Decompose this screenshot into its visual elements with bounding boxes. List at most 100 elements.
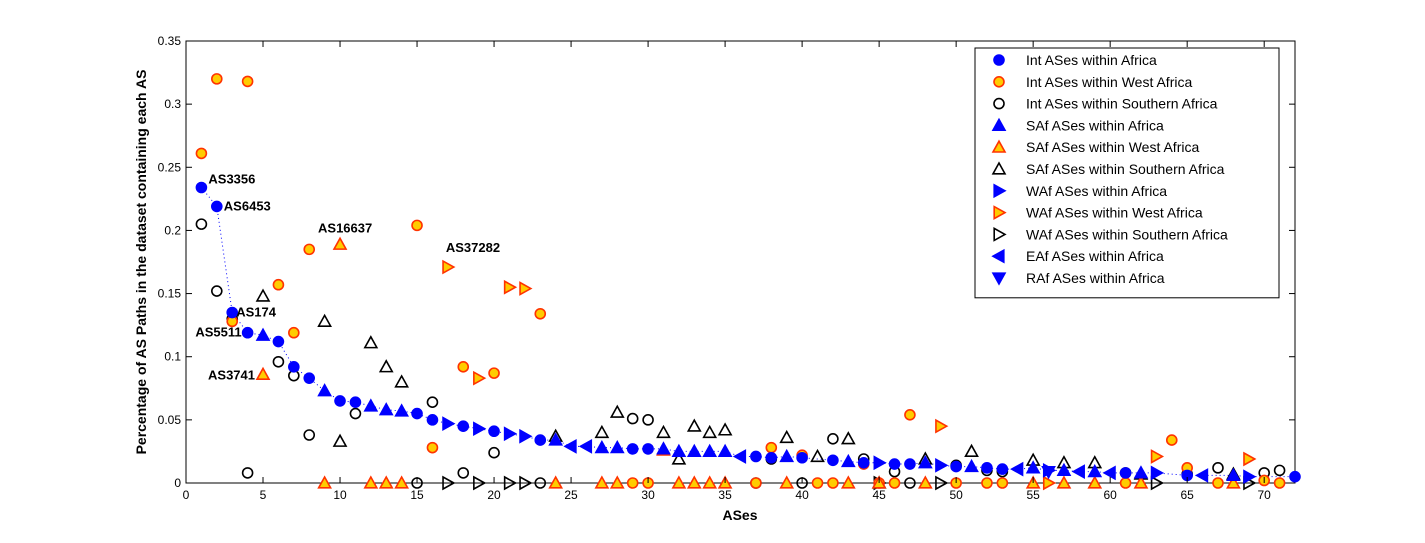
data-point-s8-0: [442, 475, 456, 491]
data-point-s5-11: [686, 418, 702, 432]
legend-entry: SAf ASes within West Africa: [1026, 139, 1199, 155]
data-point-s3-19: [1087, 463, 1103, 478]
y-tick-label: 0.25: [158, 160, 182, 174]
legend-marker: [991, 117, 1007, 131]
x-tick-label: 10: [333, 488, 347, 502]
x-tick-label: 45: [872, 488, 886, 502]
data-point-s6-2: [503, 426, 518, 442]
data-point-s6-0: [442, 416, 456, 432]
annotation-label: AS5511: [195, 325, 241, 340]
data-point-s6-7: [1150, 465, 1165, 481]
x-tick-label: 40: [795, 488, 809, 502]
data-point-s0-8: [349, 396, 362, 408]
data-point-s0-10: [426, 414, 439, 426]
legend-entry: Int ASes within Africa: [1026, 52, 1157, 68]
data-point-s2-9: [426, 396, 439, 408]
data-point-s2-18: [827, 432, 839, 445]
y-tick-label: 0.2: [164, 223, 181, 237]
data-point-s0-18: [796, 451, 808, 464]
data-point-s1-3: [241, 75, 254, 88]
data-point-s2-10: [457, 467, 470, 479]
data-point-s0-19: [827, 454, 839, 467]
data-point-s4-3: [363, 475, 379, 489]
x-tick-label: 60: [1103, 488, 1117, 502]
legend-box: [974, 47, 1280, 299]
data-point-s1-24: [981, 477, 993, 489]
data-point-s3-2: [363, 398, 379, 412]
annotation-layer: AS3356 AS6453 AS16637 AS37282 AS174 AS5511 AS3…: [195, 171, 500, 382]
data-point-s0-12: [488, 425, 500, 438]
x-tick-label: 20: [487, 488, 501, 502]
data-point-s9-4: [1071, 464, 1085, 479]
annotation-label: AS6453: [224, 198, 271, 213]
data-point-s6-1: [473, 421, 487, 437]
data-point-s3-12: [717, 443, 733, 458]
x-tick-label: 35: [718, 488, 732, 502]
data-point-s5-16: [840, 431, 856, 445]
data-point-s4-17: [917, 475, 933, 489]
legend-marker: [993, 54, 1005, 66]
data-point-s0-17: [765, 451, 778, 464]
data-point-s2-21: [904, 477, 916, 489]
x-tick-label: 15: [410, 488, 424, 502]
data-point-s0-14: [626, 443, 639, 455]
data-point-s7-5: [1042, 475, 1057, 491]
data-point-s8-2: [503, 475, 518, 491]
x-tick-label: 5: [260, 488, 267, 502]
data-point-s1-8: [426, 441, 439, 454]
legend-entry: WAf ASes within Africa: [1026, 183, 1167, 199]
data-point-s0-11: [457, 420, 470, 432]
data-point-s4-8: [609, 475, 625, 489]
data-point-s3-21: [1226, 467, 1241, 482]
data-point-s9-6: [1194, 468, 1209, 483]
data-point-s4-4: [378, 475, 394, 489]
data-point-s5-3: [363, 335, 379, 349]
data-point-s1-26: [1119, 477, 1132, 489]
data-point-s7-0: [442, 259, 456, 275]
y-tick-label: 0.3: [164, 97, 181, 111]
data-point-s2-1: [211, 285, 223, 297]
data-point-s8-3: [519, 475, 533, 491]
data-point-s3-11: [702, 443, 718, 458]
data-point-s0-20: [857, 456, 870, 469]
annotation-label: AS3356: [208, 171, 255, 186]
data-point-s1-4: [272, 278, 285, 291]
data-point-s2-4: [272, 355, 285, 368]
data-point-s4-15: [840, 475, 856, 489]
data-point-s1-21: [888, 477, 901, 489]
data-point-s1-9: [457, 361, 470, 373]
data-point-s4-5: [394, 475, 409, 489]
legend-entry: SAf ASes within Southern Africa: [1026, 161, 1225, 177]
data-point-s2-7: [349, 407, 362, 420]
legend-marker: [991, 272, 1007, 286]
data-point-s4-19: [1056, 475, 1072, 489]
data-point-s0-2: [226, 306, 239, 319]
data-point-s10-0: [1041, 466, 1056, 480]
data-point-s5-19: [964, 443, 979, 458]
y-axis-label: Percentage of AS Paths in the dataset co…: [133, 70, 149, 455]
data-point-s7-4: [935, 418, 949, 434]
data-point-s3-6: [594, 439, 610, 454]
legend-entry: SAf ASes within Africa: [1026, 117, 1164, 133]
data-point-s2-3: [241, 467, 254, 479]
legend-entry: Int ASes within West Africa: [1026, 74, 1192, 90]
legend-marker: [993, 97, 1005, 110]
data-point-s3-15: [917, 455, 933, 469]
data-point-s5-4: [378, 359, 394, 373]
x-tick-label: 55: [1026, 488, 1040, 502]
x-tick-label: 0: [183, 488, 190, 502]
x-tick-label: 65: [1181, 488, 1195, 502]
data-point-s6-8: [1243, 469, 1257, 485]
data-point-s5-12: [702, 424, 718, 439]
data-point-s3-1: [317, 383, 332, 397]
y-tick-label: 0.05: [158, 413, 182, 427]
data-point-s1-5: [288, 326, 300, 339]
data-point-s2-0: [195, 218, 208, 230]
legend-entry: RAf ASes within Africa: [1026, 270, 1165, 286]
annotation-label: AS174: [236, 305, 277, 320]
data-point-s3-20: [1133, 465, 1149, 479]
data-point-s0-6: [303, 372, 316, 384]
x-tick-label: 70: [1258, 488, 1272, 502]
data-point-s4-21: [1133, 475, 1149, 489]
